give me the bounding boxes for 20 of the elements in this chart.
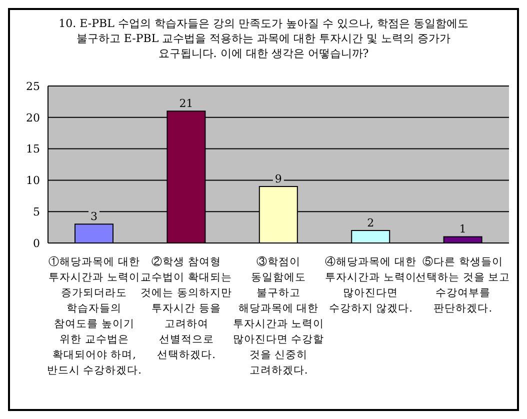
x-tick-label: ②학생 참여형 교수법이 확대되는 것에는 동의하지만 투자시간 등을 고려하여 선별적으로 선택하겠다. [140, 255, 232, 361]
x-tick-label: ⑤다른 학생들이 선택하는 것을 보고 수강여부를 판단하겠다. [416, 255, 510, 314]
bar [443, 236, 482, 243]
bar [351, 230, 390, 243]
y-tick-label: 25 [26, 80, 40, 93]
data-label: 9 [274, 172, 282, 186]
y-tick-label: 0 [33, 236, 40, 250]
data-label: 2 [367, 216, 374, 230]
y-tick-label: 10 [26, 174, 40, 188]
chart-title: 10. E-PBL 수업의 학습자들은 강의 만족도가 높아질 수 있으나, 학점은 동일함에도 불구하고 E-PBL 교수법을 적용하는 과목에 대한 투자시간 및 노력의 증가가 요구됩니다. 이에 대한 생각은 어떻습니까? [58, 16, 470, 62]
data-label: 3 [90, 210, 98, 224]
x-tick-label: ①해당과목에 대한 투자시간과 노력이 증가되더라도 학습자들의 참여도를 높이기 위한 교수법은 확대되어야 하며, 반드시 수강하겠다. [46, 255, 142, 376]
x-tick-label: ③학점이 동일함에도 불구하고 해당과목에 대한 투자시간과 노력이 많아진다면 수강할 것을 신중히 고려하겠다. [232, 255, 324, 376]
y-tick-label: 15 [26, 142, 40, 156]
bar [74, 224, 114, 243]
data-label: 21 [179, 97, 194, 110]
x-tick-label: ④해당과목에 대한 투자시간과 노력이 많아진다면 수강하지 않겠다. [325, 255, 416, 314]
y-tick-label: 20 [26, 111, 40, 124]
y-tick-label: 5 [33, 206, 40, 219]
data-label: 1 [459, 222, 466, 236]
